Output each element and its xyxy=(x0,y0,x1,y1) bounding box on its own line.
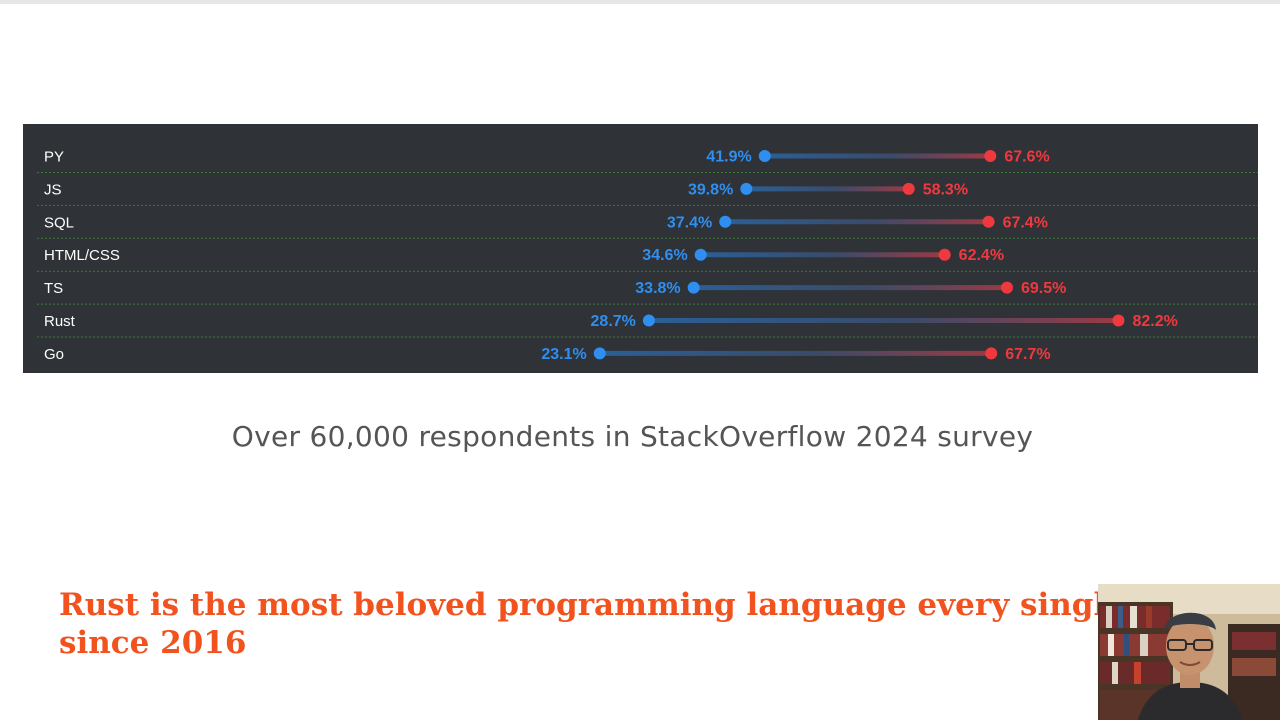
category-label: JS xyxy=(44,181,62,198)
low-value-label: 37.4% xyxy=(667,214,712,231)
low-point xyxy=(740,182,753,195)
low-value-label: 28.7% xyxy=(591,313,636,330)
low-value-label: 33.8% xyxy=(635,280,680,297)
high-point xyxy=(938,248,951,261)
high-value-label: 67.7% xyxy=(1005,346,1050,363)
low-value-label: 39.8% xyxy=(688,181,733,198)
headline-overlay: Rust is the most beloved programming lan… xyxy=(59,587,1125,661)
high-value-label: 82.2% xyxy=(1132,313,1177,330)
high-value-label: 67.4% xyxy=(1003,214,1048,231)
survey-caption: Over 60,000 respondents in StackOverflow… xyxy=(231,420,1034,453)
high-point xyxy=(985,347,998,360)
chart-svg: PY 41.9% 67.6% JS 39.8% 58.3% SQL 37.4% 67.4% HTM… xyxy=(37,149,1258,363)
high-point xyxy=(1112,314,1125,327)
low-value-label: 41.9% xyxy=(706,149,751,166)
low-point xyxy=(719,215,732,228)
presenter-webcam xyxy=(1098,584,1280,720)
high-point xyxy=(1001,281,1014,294)
category-label: SQL xyxy=(44,214,74,231)
slide-top-border xyxy=(0,0,1280,4)
high-value-label: 62.4% xyxy=(959,247,1004,264)
low-point xyxy=(758,150,771,162)
category-label: PY xyxy=(44,149,64,166)
category-label: Go xyxy=(44,346,64,363)
high-value-label: 69.5% xyxy=(1021,280,1066,297)
category-label: HTML/CSS xyxy=(44,247,120,264)
low-point xyxy=(593,347,606,360)
high-point xyxy=(982,215,995,228)
high-point xyxy=(984,150,997,162)
low-point xyxy=(694,248,707,261)
presenter-video-frame xyxy=(1098,584,1280,720)
high-value-label: 58.3% xyxy=(923,181,968,198)
low-value-label: 34.6% xyxy=(642,247,687,264)
low-value-label: 23.1% xyxy=(541,346,586,363)
high-value-label: 67.6% xyxy=(1004,149,1049,166)
low-point xyxy=(687,281,700,294)
category-label: Rust xyxy=(44,313,76,330)
category-label: TS xyxy=(44,280,63,297)
low-point xyxy=(642,314,655,327)
high-point xyxy=(902,182,915,195)
dumbbell-chart: PY 41.9% 67.6% JS 39.8% 58.3% SQL 37.4% 67.4% HTM… xyxy=(23,124,1258,373)
